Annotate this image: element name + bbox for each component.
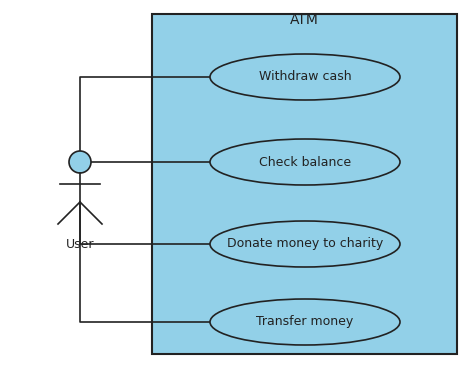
Ellipse shape	[210, 221, 400, 267]
Ellipse shape	[210, 299, 400, 345]
FancyBboxPatch shape	[152, 14, 457, 354]
Ellipse shape	[210, 139, 400, 185]
Text: Check balance: Check balance	[259, 155, 351, 169]
Text: Transfer money: Transfer money	[256, 315, 354, 328]
Text: Donate money to charity: Donate money to charity	[227, 237, 383, 250]
Ellipse shape	[210, 54, 400, 100]
Text: Withdraw cash: Withdraw cash	[259, 71, 351, 83]
Text: User: User	[66, 238, 94, 251]
Text: ATM: ATM	[289, 13, 318, 27]
Circle shape	[69, 151, 91, 173]
